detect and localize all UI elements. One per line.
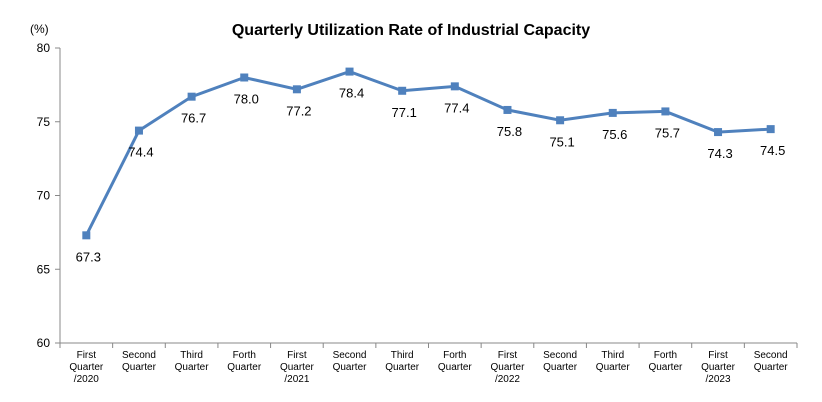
data-point [292, 85, 301, 94]
data-point [714, 128, 723, 137]
data-label: 74.3 [707, 146, 732, 161]
x-tick-label: First Quarter/2020 [69, 350, 104, 385]
data-point [82, 231, 91, 240]
x-tick-label: First Quarter/2023 [701, 350, 736, 385]
x-tick-label: Forth Quarter [227, 350, 262, 373]
data-label: 77.2 [286, 103, 311, 118]
x-tick-label: First Quarter/2022 [491, 350, 526, 385]
data-point [450, 82, 459, 91]
y-tick-label: 80 [37, 41, 51, 55]
x-tick-label: First Quarter/2021 [280, 350, 315, 385]
y-tick-label: 60 [37, 336, 51, 350]
data-label: 75.1 [549, 134, 574, 149]
x-tick-label: Second Quarter [333, 350, 368, 373]
data-label: 78.0 [234, 92, 259, 107]
x-tick-label: Third Quarter [596, 350, 631, 373]
data-label: 77.4 [444, 100, 469, 115]
data-point [608, 108, 617, 117]
data-label: 75.7 [655, 125, 680, 140]
data-label: 78.4 [339, 86, 364, 101]
data-point [134, 126, 143, 135]
x-tick-label: Forth Quarter [648, 350, 683, 373]
chart-title: Quarterly Utilization Rate of Industrial… [231, 22, 591, 39]
y-tick-label: 75 [37, 115, 51, 129]
x-tick-label: Second Quarter [754, 350, 789, 373]
data-label: 75.6 [602, 127, 627, 142]
data-point [240, 73, 249, 82]
data-label: 67.3 [76, 249, 101, 264]
data-label: 77.1 [392, 105, 417, 120]
data-point [398, 86, 407, 95]
y-tick-label: 70 [37, 189, 51, 203]
y-axis-unit-label: (%) [30, 22, 49, 36]
data-point [556, 116, 565, 125]
x-tick-label: Third Quarter [385, 350, 420, 373]
data-point [503, 105, 512, 114]
x-tick-label: Third Quarter [175, 350, 210, 373]
data-point [345, 67, 354, 76]
x-tick-label: Second Quarter [122, 350, 157, 373]
y-tick-label: 65 [37, 262, 51, 276]
series-line [84, 70, 771, 236]
data-label: 75.8 [497, 124, 522, 139]
data-point [661, 107, 670, 116]
data-label: 74.5 [760, 143, 785, 158]
data-label: 74.4 [128, 145, 153, 160]
data-point [187, 92, 196, 101]
x-tick-label: Second Quarter [543, 350, 578, 373]
data-label: 76.7 [181, 111, 206, 126]
x-tick-label: Forth Quarter [438, 350, 473, 373]
data-point [766, 125, 775, 134]
